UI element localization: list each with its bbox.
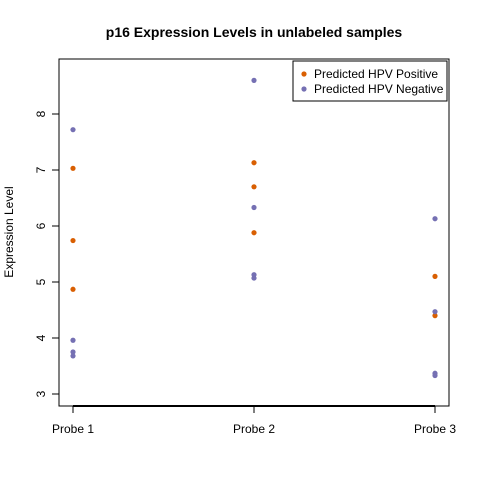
x-axis: Probe 1 Probe 2 Probe 3	[52, 405, 456, 436]
legend-marker	[301, 71, 307, 77]
data-point	[70, 237, 76, 244]
data-point	[251, 160, 257, 166]
series-2	[70, 77, 438, 379]
data-point	[251, 77, 257, 83]
data-point	[251, 275, 257, 281]
x-tick-label: Probe 1	[52, 422, 94, 436]
data-points	[70, 77, 438, 379]
y-tick-label: 5	[34, 278, 48, 285]
y-tick-label: 8	[34, 110, 48, 117]
legend-label: Predicted HPV Positive	[314, 67, 438, 81]
x-tick-label: Probe 3	[414, 422, 456, 436]
y-tick-label: 6	[34, 222, 48, 229]
data-point	[251, 230, 257, 236]
legend-marker	[301, 86, 307, 92]
legend-label: Predicted HPV Negative	[314, 82, 444, 96]
data-point	[432, 216, 438, 222]
y-tick-label: 7	[34, 166, 48, 173]
data-point	[70, 127, 76, 133]
data-point	[70, 353, 76, 359]
legend-box	[292, 60, 448, 102]
x-tick-label: Probe 2	[233, 422, 275, 436]
y-tick-label: 3	[34, 390, 48, 397]
chart-title: p16 Expression Levels in unlabeled sampl…	[106, 24, 403, 40]
data-point	[70, 349, 76, 355]
data-point	[70, 337, 76, 343]
data-point	[70, 286, 76, 292]
y-axis: 3 4 5 6 7 8	[34, 110, 60, 397]
data-point	[432, 309, 438, 315]
data-point	[251, 184, 257, 190]
data-point	[432, 313, 438, 319]
series-1	[70, 160, 438, 319]
y-tick-label: 4	[34, 334, 48, 341]
y-axis-label: Expression Level	[2, 186, 16, 277]
data-point	[432, 372, 438, 379]
data-point	[432, 273, 438, 279]
data-point	[70, 165, 76, 171]
data-point	[251, 204, 257, 211]
